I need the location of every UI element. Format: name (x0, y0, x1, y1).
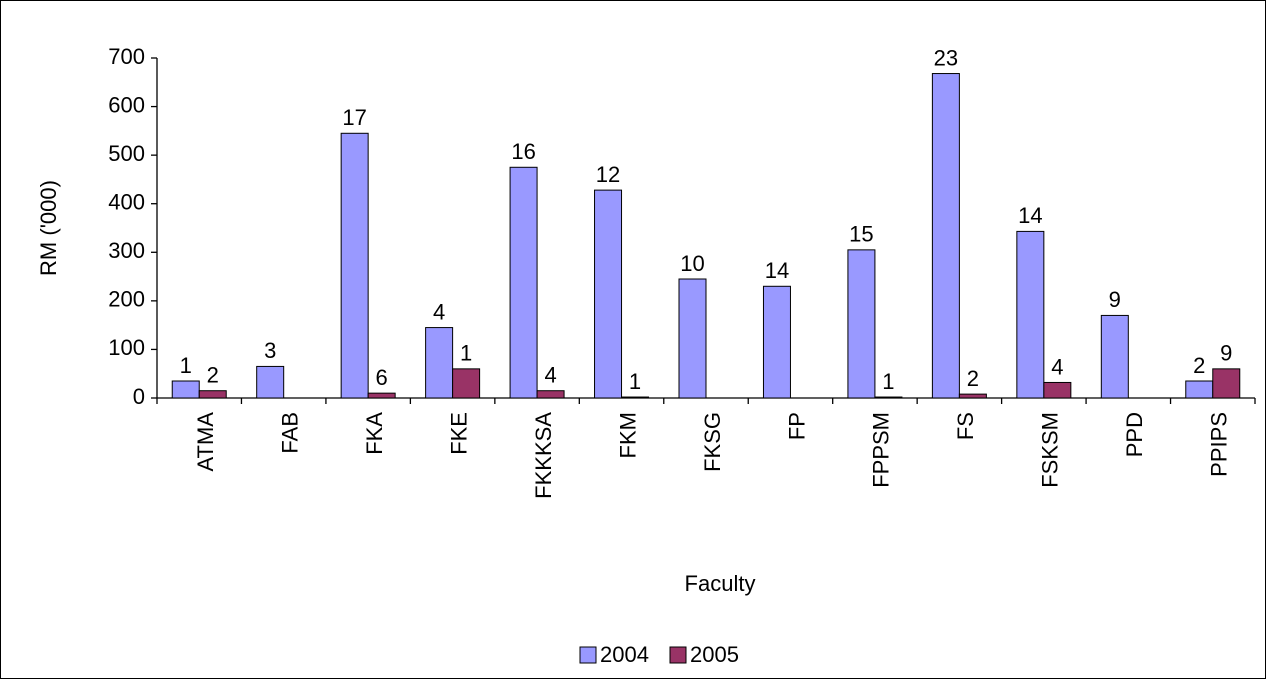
y-tick-label: 100 (108, 335, 145, 360)
data-label: 14 (765, 258, 789, 283)
data-label: 4 (1051, 354, 1063, 379)
bar (621, 396, 650, 399)
legend-swatch (669, 646, 687, 664)
bar (452, 368, 481, 399)
x-tick-label: FKE (446, 412, 471, 455)
legend-label: 2004 (600, 642, 649, 667)
bar (340, 132, 369, 399)
legend-label: 2005 (690, 642, 739, 667)
x-tick-label: FKA (362, 412, 387, 455)
data-label: 2 (1193, 353, 1205, 378)
data-label: 4 (544, 363, 556, 388)
bar (931, 73, 960, 399)
bar (847, 249, 876, 399)
data-label: 1 (882, 369, 894, 394)
x-tick-label: ATMA (193, 412, 218, 472)
data-label: 6 (376, 365, 388, 390)
bar (1185, 380, 1214, 399)
y-axis-title: RM ('000) (36, 180, 61, 276)
bar (256, 365, 285, 399)
x-tick-label: FP (784, 412, 809, 440)
data-label: 1 (180, 353, 192, 378)
y-tick-label: 500 (108, 141, 145, 166)
bar (1100, 314, 1129, 399)
data-label: 9 (1109, 287, 1121, 312)
bar (874, 396, 903, 399)
y-tick-label: 600 (108, 92, 145, 117)
x-tick-label: FKM (615, 412, 640, 458)
bar (425, 327, 454, 399)
bar (678, 278, 707, 399)
data-label: 12 (596, 162, 620, 187)
y-tick-label: 200 (108, 287, 145, 312)
data-label: 14 (1018, 203, 1042, 228)
bar (1043, 381, 1072, 399)
y-tick-label: 300 (108, 238, 145, 263)
legend-swatch (579, 646, 597, 664)
x-tick-label: FKKKSA (531, 412, 556, 499)
data-label: 2 (207, 363, 219, 388)
data-label: 23 (934, 45, 958, 70)
y-tick-label: 700 (108, 44, 145, 69)
data-label: 17 (342, 105, 366, 130)
x-tick-label: FAB (278, 412, 303, 454)
bar (958, 393, 987, 399)
bar (762, 285, 791, 399)
bar (536, 390, 565, 399)
data-label: 16 (511, 139, 535, 164)
y-tick-label: 400 (108, 190, 145, 215)
bar (509, 166, 538, 399)
x-tick-label: PPIPS (1207, 412, 1232, 477)
bar (367, 392, 396, 399)
x-tick-label: FKSG (700, 412, 725, 472)
data-label: 15 (849, 222, 873, 247)
data-label: 2 (967, 366, 979, 391)
data-label: 9 (1220, 341, 1232, 366)
data-label: 10 (680, 251, 704, 276)
bar (594, 189, 623, 399)
bar (198, 390, 227, 399)
data-label: 1 (460, 341, 472, 366)
bar (1016, 230, 1045, 399)
x-tick-label: FSKSM (1038, 412, 1063, 488)
y-tick-label: 0 (133, 384, 145, 409)
data-label: 4 (433, 299, 445, 324)
data-label: 3 (264, 338, 276, 363)
x-tick-label: PPD (1122, 412, 1147, 457)
data-label: 1 (629, 369, 641, 394)
x-axis-title: Faculty (685, 571, 756, 596)
bar (1212, 368, 1241, 399)
x-tick-label: FS (953, 412, 978, 440)
bar (171, 380, 200, 399)
x-tick-label: FPPSM (869, 412, 894, 488)
